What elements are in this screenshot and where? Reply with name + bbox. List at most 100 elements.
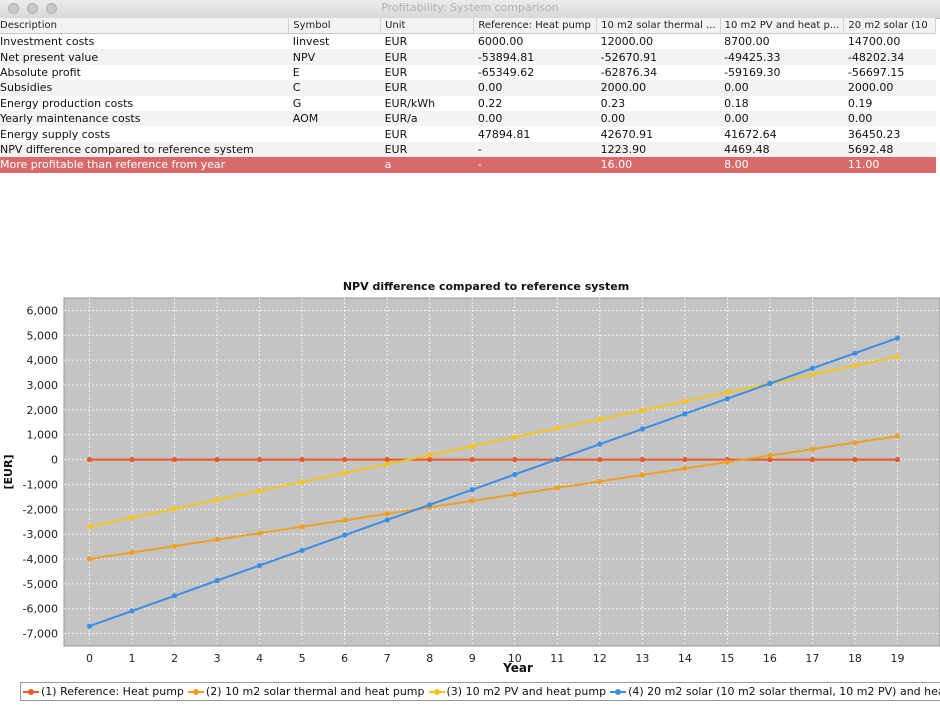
column-header[interactable]: Symbol	[288, 18, 382, 34]
x-axis-label: Year	[502, 661, 533, 675]
table-header-row: Description Symbol Unit Reference: Heat …	[0, 18, 936, 34]
data-point	[682, 411, 688, 417]
data-point	[809, 371, 816, 378]
y-tick-label: 5,000	[27, 329, 59, 342]
x-tick-label: 1	[129, 652, 136, 665]
cell-unit: EUR	[380, 80, 474, 96]
cell-system-1: -62876.34	[600, 65, 658, 79]
y-tick-label: -2,000	[23, 503, 58, 516]
x-tick-label: 15	[720, 652, 734, 665]
table-row[interactable]: Net present value NPV EUR -53894.81 -526…	[0, 49, 936, 65]
column-header[interactable]: Description	[0, 18, 290, 34]
cell-system-2: 8.00	[720, 157, 844, 173]
data-point	[597, 441, 603, 447]
y-tick-label: 2,000	[27, 404, 59, 417]
data-point	[809, 365, 816, 371]
x-tick-label: 18	[848, 652, 862, 665]
cell-system-3: 14700.00	[847, 35, 901, 49]
cell-symbol	[288, 157, 381, 173]
data-point	[299, 524, 305, 530]
data-point	[427, 502, 433, 508]
cell-symbol: Iinvest	[292, 35, 330, 49]
x-tick-label: 3	[214, 652, 221, 665]
data-point	[809, 446, 816, 452]
column-header[interactable]: 10 m2 solar thermal ...	[596, 18, 721, 34]
cell-description: Yearly maintenance costs	[0, 110, 289, 127]
cell-description: More profitable than reference from year	[0, 157, 289, 173]
cell-system-2: 0.00	[720, 80, 844, 96]
data-point	[724, 389, 730, 396]
npv-chart-panel: NPV difference compared to reference sys…	[0, 272, 940, 705]
data-point	[894, 456, 901, 463]
x-tick-label: 19	[890, 652, 904, 665]
table-row-selected[interactable]: More profitable than reference from year…	[0, 157, 936, 173]
data-point	[299, 456, 305, 463]
series-lines	[86, 335, 901, 629]
data-point	[86, 623, 93, 629]
data-point	[554, 425, 560, 431]
data-point	[639, 472, 645, 478]
data-point	[214, 456, 220, 463]
data-point	[767, 452, 773, 459]
x-tick-label: 12	[593, 652, 607, 665]
legend-line-icon	[610, 688, 627, 696]
data-point	[384, 517, 390, 523]
cell-system-2: 0.18	[724, 96, 749, 110]
column-header[interactable]: Reference: Heat pump	[473, 18, 598, 34]
table-row[interactable]: Yearly maintenance costs AOM EUR/a 0.00 …	[0, 110, 936, 127]
close-window-button[interactable]	[8, 3, 19, 14]
chart-legend: (1) Reference: Heat pump (2) 10 m2 solar …	[20, 682, 940, 701]
comparison-table: Description Symbol Unit Reference: Heat …	[0, 18, 936, 173]
cell-reference: 0.00	[473, 110, 597, 127]
data-point	[894, 354, 901, 360]
plot-area	[63, 297, 940, 647]
cell-reference: 47894.81	[477, 127, 531, 141]
zoom-window-button[interactable]	[46, 3, 57, 14]
y-tick-label: -4,000	[23, 553, 58, 566]
data-point	[257, 488, 263, 494]
data-point	[639, 407, 645, 413]
series-line	[89, 435, 898, 560]
x-tick-label: 0	[86, 652, 93, 665]
table-row[interactable]: Subsidies C EUR 0.00 2000.00 0.00 2000.0…	[0, 80, 936, 96]
cell-symbol: E	[292, 65, 300, 79]
table-row[interactable]: Energy production costs G EUR/kWh 0.22 0…	[0, 96, 936, 111]
data-point	[427, 452, 433, 458]
cell-system-2: 4469.48	[720, 141, 844, 158]
data-point	[86, 556, 93, 562]
column-header[interactable]: 20 m2 solar (10	[843, 18, 936, 34]
cell-unit: EUR	[384, 127, 408, 141]
cell-description: Energy supply costs	[0, 127, 111, 141]
column-header[interactable]: Unit	[380, 18, 475, 34]
data-point	[852, 440, 858, 446]
data-point	[639, 426, 645, 432]
cell-description: Energy production costs	[0, 96, 134, 110]
data-point	[597, 478, 603, 485]
cell-system-1: -52670.91	[596, 49, 721, 65]
data-point	[852, 456, 858, 463]
column-header[interactable]: 10 m2 PV and heat p...	[720, 18, 845, 34]
x-tick-label: 14	[678, 652, 692, 665]
x-tick-label: 6	[341, 652, 348, 665]
cell-description: Absolute profit	[0, 65, 81, 79]
data-point	[469, 443, 475, 449]
data-point	[512, 456, 518, 463]
legend-line-icon	[23, 688, 39, 696]
x-tick-label: 17	[805, 652, 819, 665]
table-row[interactable]: Energy supply costs EUR 47894.81 42670.9…	[0, 126, 936, 141]
data-point	[512, 434, 518, 440]
cell-system-3: 0.19	[847, 96, 873, 110]
x-tick-label: 8	[426, 652, 433, 665]
cell-reference: 6000.00	[477, 35, 524, 49]
cell-reference: -	[473, 141, 597, 158]
minimize-window-button[interactable]	[27, 3, 38, 14]
grid-lines	[64, 298, 940, 646]
table-row[interactable]: Absolute profit E EUR -65349.62 -62876.3…	[0, 65, 936, 80]
cell-system-1: 12000.00	[600, 35, 654, 49]
table-row[interactable]: Investment costs Iinvest EUR 6000.00 120…	[0, 34, 936, 50]
cell-system-1: 2000.00	[596, 80, 721, 96]
data-point	[894, 335, 901, 341]
table-row[interactable]: NPV difference compared to reference sys…	[0, 141, 936, 158]
legend-line-icon	[187, 688, 204, 696]
data-point	[342, 532, 348, 538]
